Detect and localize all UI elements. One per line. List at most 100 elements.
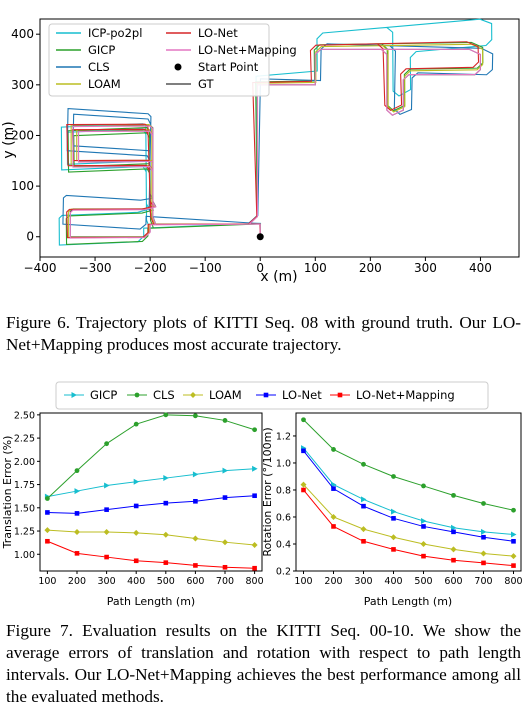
data-point-loam	[510, 553, 517, 560]
y-axis-label: y (m)	[1, 121, 17, 158]
data-point-gicp	[133, 478, 140, 485]
x-tick-label: 700	[216, 576, 234, 587]
data-point-lo-net-mapping	[361, 538, 366, 544]
x-tick-label: −400	[24, 261, 57, 275]
x-tick-label: 100	[304, 261, 327, 275]
x-tick-label: −200	[134, 261, 167, 275]
data-point-lo-net	[222, 495, 228, 500]
data-point-lo-net-mapping	[45, 538, 50, 544]
data-point-cls	[222, 418, 228, 423]
x-tick-label: −300	[79, 261, 112, 275]
legend-label: GICP	[90, 388, 117, 402]
data-point-cls	[104, 441, 109, 447]
data-point-cls	[301, 417, 306, 423]
data-point-lo-net	[481, 534, 486, 540]
y-tick-label: 0.6	[276, 512, 291, 523]
legend-label: LO-Net+Mapping	[198, 43, 297, 57]
data-point-gicp	[421, 518, 427, 525]
data-point-gicp	[391, 508, 397, 515]
data-point-lo-net	[133, 503, 139, 509]
legend-marker	[263, 392, 269, 398]
data-point-cls	[481, 501, 486, 506]
data-point-lo-net	[252, 493, 257, 499]
trajectory-axes-frame	[39, 18, 520, 258]
data-point-lo-net-mapping	[252, 565, 257, 571]
legend-label: LOAM	[209, 388, 242, 402]
legend-marker	[71, 392, 77, 398]
legend-marker	[190, 392, 196, 398]
data-point-loam	[450, 546, 457, 553]
x-tick-label: 700	[474, 576, 492, 587]
x-tick-label: 0	[256, 261, 264, 275]
x-axis-label: x (m)	[260, 269, 297, 285]
legend-label: CLS	[88, 60, 110, 74]
data-point-cls	[361, 461, 366, 467]
trajectory-lines	[58, 18, 494, 246]
data-point-loam	[300, 481, 307, 488]
x-tick-label: 300	[98, 576, 116, 587]
data-point-gicp	[163, 475, 169, 482]
series-line-lo-net-mapping	[303, 489, 514, 567]
rotation-error-chart: 100 200 300 400 500 600 700 800 0.2 0.4 0.6 0.8 1.0 1…	[261, 412, 523, 608]
data-point-cls	[163, 412, 169, 418]
data-point-loam	[192, 535, 199, 542]
data-point-gicp	[361, 496, 367, 503]
y-tick-label: 1.50	[14, 503, 35, 514]
series-line-lo-net	[47, 495, 255, 514]
data-point-lo-net-mapping	[391, 547, 396, 552]
data-point-lo-net	[421, 524, 426, 529]
y-tick-label: 2.00	[14, 457, 35, 468]
data-point-cls	[331, 447, 336, 452]
data-point-loam	[480, 550, 487, 557]
data-point-cls	[193, 413, 198, 419]
translation-series	[44, 412, 258, 571]
x-tick-label: 100	[38, 576, 56, 587]
data-point-loam	[390, 534, 397, 541]
trajectory-lo-net-mapping	[69, 48, 481, 239]
data-point-gicp	[451, 524, 457, 531]
data-point-lo-net	[193, 498, 198, 504]
data-point-lo-net-mapping	[104, 554, 109, 560]
x-tick-label: 300	[354, 576, 372, 587]
data-point-loam	[103, 528, 110, 535]
legend-label: CLS	[153, 388, 175, 402]
trajectory-plot: −400 −300 −200 −100 0 100 200 300 400 0 100 200 300…	[1, 18, 520, 285]
x-tick-label: 200	[68, 576, 86, 587]
data-point-lo-net	[104, 507, 109, 512]
data-point-lo-net	[331, 486, 336, 491]
legend-label: GT	[198, 77, 215, 91]
data-point-lo-net-mapping	[511, 563, 516, 568]
legend-label: LO-Net+Mapping	[356, 388, 455, 402]
y-tick-label: 300	[11, 78, 34, 92]
data-point-gicp	[511, 531, 517, 538]
data-point-lo-net	[511, 538, 516, 544]
data-point-lo-net-mapping	[222, 564, 228, 570]
data-point-lo-net	[391, 516, 396, 521]
series-line-lo-net	[303, 450, 514, 542]
legend-marker	[134, 392, 140, 398]
y-tick-group: 0 100 200 300 400	[11, 27, 40, 244]
series-line-loam	[47, 529, 255, 546]
data-point-lo-net-mapping	[481, 560, 486, 566]
x-tick-label: 800	[246, 576, 264, 587]
data-point-lo-net	[74, 511, 80, 516]
series-line-loam	[303, 484, 514, 557]
translation-x-label: Path Length (m)	[107, 595, 195, 608]
data-point-cls	[252, 427, 257, 433]
legend-label: Start Point	[198, 60, 259, 74]
rotation-y-label: Rotation Error (°/100m)	[261, 427, 274, 556]
y-tick-label: 0.4	[276, 539, 291, 550]
y-tick-label: 1.00	[14, 550, 35, 561]
start-point-marker	[256, 233, 264, 241]
y-tick-label: 0.8	[276, 485, 291, 496]
data-point-gicp	[252, 465, 258, 472]
x-tick-label: 500	[414, 576, 432, 587]
data-point-lo-net-mapping	[451, 557, 456, 563]
x-tick-label: 300	[414, 261, 437, 275]
data-point-cls	[451, 492, 456, 498]
translation-y-label: Translation Error (%)	[1, 436, 14, 550]
series-line-gicp	[303, 447, 514, 536]
rotation-axes-frame	[295, 412, 522, 572]
data-point-cls	[421, 483, 426, 489]
